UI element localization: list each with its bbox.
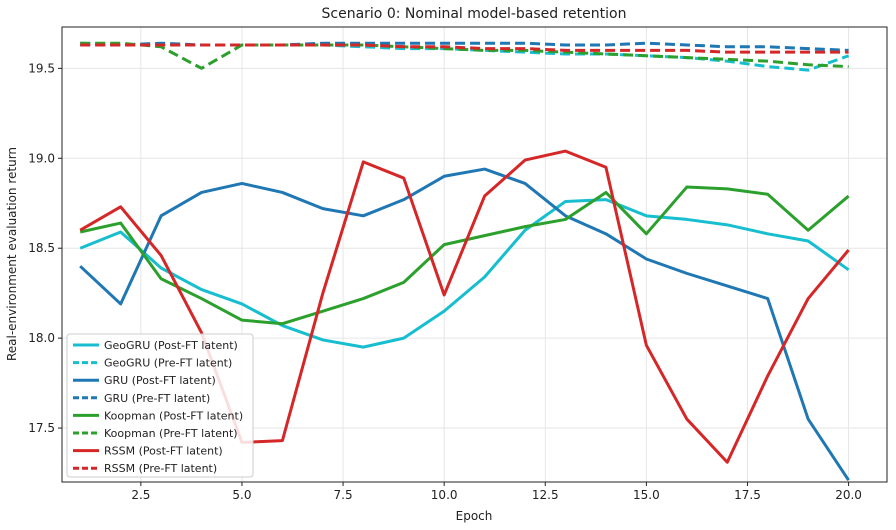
x-tick-label: 20.0 bbox=[835, 488, 862, 502]
series-line-gru-post-ft-latent bbox=[79, 167, 850, 482]
series-line-koopman-post-ft-latent bbox=[79, 185, 850, 326]
legend-label: Koopman (Pre-FT latent) bbox=[104, 427, 238, 440]
x-tick-label: 2.5 bbox=[131, 488, 150, 502]
y-tick-label: 19.5 bbox=[28, 61, 55, 75]
axes: 2.5 5.0 7.5 10.0 12.5 15.0 17.5 20.0 17.5 18.0 18.… bbox=[28, 61, 862, 502]
plot-frame bbox=[61, 26, 888, 483]
y-tick-label: 18.0 bbox=[28, 331, 55, 345]
legend-label: GRU (Pre-FT latent) bbox=[104, 392, 210, 405]
series-line-geogru-post-ft-latent bbox=[79, 198, 850, 349]
x-tick-label: 7.5 bbox=[334, 488, 353, 502]
legend-label: Koopman (Post-FT latent) bbox=[104, 409, 243, 422]
legend-box bbox=[66, 333, 254, 478]
series-line-koopman-pre-ft-latent bbox=[80, 41, 849, 70]
x-tick-label: 12.5 bbox=[532, 488, 559, 502]
legend-label: GeoGRU (Pre-FT latent) bbox=[104, 357, 232, 370]
x-axis-title: Epoch bbox=[456, 509, 493, 523]
x-tick-label: 10.0 bbox=[431, 488, 458, 502]
series-line-rssm-pre-ft-latent bbox=[80, 43, 849, 54]
y-axis-title: Real-environment evaluation return bbox=[5, 147, 19, 361]
y-tick-label: 17.5 bbox=[28, 421, 55, 435]
legend: GeoGRU (Post-FT latent) GeoGRU (Pre-FT la… bbox=[66, 333, 254, 478]
x-tick-label: 15.0 bbox=[633, 488, 660, 502]
legend-label: RSSM (Pre-FT latent) bbox=[104, 462, 217, 475]
legend-label: GRU (Post-FT latent) bbox=[104, 374, 216, 387]
x-tick-label: 17.5 bbox=[734, 488, 761, 502]
y-tick-label: 19.0 bbox=[28, 151, 55, 165]
x-tick-label: 5.0 bbox=[232, 488, 251, 502]
y-tick-label: 18.5 bbox=[28, 241, 55, 255]
legend-label: RSSM (Post-FT latent) bbox=[104, 445, 223, 458]
chart-title: Scenario 0: Nominal model-based retentio… bbox=[322, 6, 627, 22]
legend-label: GeoGRU (Post-FT latent) bbox=[104, 339, 238, 352]
